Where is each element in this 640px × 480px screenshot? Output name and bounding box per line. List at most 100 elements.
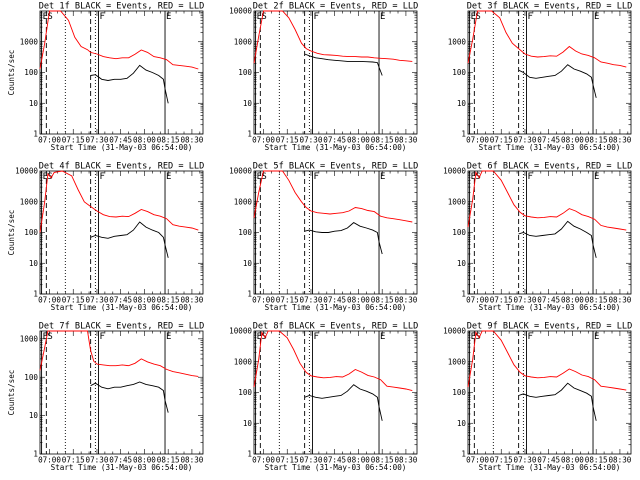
y-tick-label: 100 bbox=[238, 68, 252, 77]
x-tick-label: 07:45 bbox=[323, 296, 346, 305]
x-tick-label: 07:45 bbox=[537, 296, 560, 305]
x-tick-label: 08:15 bbox=[585, 136, 608, 145]
x-axis-label: Start Time (31-May-03 06:54:00) bbox=[265, 143, 407, 152]
x-tick-label: 08:00 bbox=[133, 456, 156, 465]
region-label: S bbox=[261, 172, 266, 182]
region-label: E bbox=[471, 12, 476, 22]
region-label: F bbox=[314, 12, 319, 22]
y-tick-label: 10000 bbox=[229, 7, 252, 16]
x-tick-label: 07:30 bbox=[514, 136, 537, 145]
y-tick-label: 10000 bbox=[229, 327, 252, 336]
x-tick-label: 08:15 bbox=[371, 456, 394, 465]
x-tick-label: 07:00 bbox=[252, 296, 275, 305]
series-events bbox=[518, 220, 597, 258]
region-label: F bbox=[528, 332, 533, 342]
series-lld bbox=[39, 10, 199, 70]
region-label: F bbox=[528, 12, 533, 22]
plot-frame bbox=[39, 10, 204, 135]
panel-det-1: Det 1f BLACK = Events, RED = LLD 1 10 100 10… bbox=[7, 2, 204, 153]
region-label: E bbox=[594, 332, 599, 342]
plot-frame bbox=[467, 330, 632, 455]
plot-frame bbox=[467, 10, 632, 135]
region-label: E bbox=[43, 332, 48, 342]
x-tick-label: 08:15 bbox=[585, 456, 608, 465]
plot-frame bbox=[253, 10, 418, 135]
y-tick-label: 1000 bbox=[20, 334, 39, 343]
y-tick-label: 1 bbox=[461, 290, 466, 299]
y-tick-label: 1 bbox=[33, 290, 38, 299]
y-tick-label: 100 bbox=[452, 68, 466, 77]
region-label: S bbox=[475, 172, 480, 182]
region-label: S bbox=[475, 12, 480, 22]
y-tick-label: 10000 bbox=[443, 167, 466, 176]
series-lld bbox=[253, 10, 413, 64]
y-tick-label: 100 bbox=[452, 228, 466, 237]
plot-frame bbox=[253, 170, 418, 295]
y-tick-label: 1000 bbox=[448, 357, 467, 366]
x-axis-label: Start Time (31-May-03 06:54:00) bbox=[479, 303, 621, 312]
x-tick-label: 07:45 bbox=[109, 456, 132, 465]
series-events bbox=[304, 53, 383, 76]
x-axis-label: Start Time (31-May-03 06:54:00) bbox=[265, 463, 407, 472]
x-tick-label: 08:30 bbox=[180, 136, 203, 145]
x-tick-label: 07:30 bbox=[86, 136, 109, 145]
y-tick-label: 10000 bbox=[443, 327, 466, 336]
region-label: E bbox=[166, 172, 171, 182]
x-tick-label: 07:00 bbox=[466, 136, 489, 145]
series-events bbox=[304, 222, 383, 255]
x-tick-label: 07:15 bbox=[62, 456, 85, 465]
y-tick-label: 10000 bbox=[229, 167, 252, 176]
y-tick-label: 1000 bbox=[234, 357, 253, 366]
y-tick-label: 10 bbox=[29, 259, 39, 268]
plot-frame bbox=[253, 330, 418, 455]
series-events bbox=[304, 384, 383, 421]
region-label: E bbox=[166, 332, 171, 342]
region-label: F bbox=[100, 172, 105, 182]
x-tick-label: 08:15 bbox=[371, 296, 394, 305]
panel-title: Det 2f BLACK = Events, RED = LLD bbox=[253, 2, 419, 12]
y-axis-label: Counts/sec bbox=[7, 210, 16, 256]
region-label: E bbox=[257, 12, 262, 22]
x-tick-label: 07:15 bbox=[490, 456, 513, 465]
region-label: S bbox=[261, 332, 266, 342]
region-label: E bbox=[380, 12, 385, 22]
x-axis-label: Start Time (31-May-03 06:54:00) bbox=[265, 303, 407, 312]
y-tick-label: 10 bbox=[457, 99, 467, 108]
x-tick-label: 07:45 bbox=[537, 136, 560, 145]
series-events bbox=[90, 381, 169, 413]
y-tick-label: 100 bbox=[24, 228, 38, 237]
region-label: E bbox=[594, 12, 599, 22]
series-lld bbox=[467, 330, 627, 391]
y-tick-label: 10 bbox=[243, 99, 253, 108]
x-tick-label: 07:15 bbox=[62, 136, 85, 145]
x-tick-label: 07:45 bbox=[323, 456, 346, 465]
x-tick-label: 07:00 bbox=[38, 456, 61, 465]
y-tick-label: 1 bbox=[247, 290, 252, 299]
region-label: F bbox=[100, 12, 105, 22]
x-tick-label: 07:00 bbox=[38, 296, 61, 305]
x-tick-label: 07:00 bbox=[252, 456, 275, 465]
x-tick-label: 08:00 bbox=[347, 136, 370, 145]
y-tick-label: 1000 bbox=[448, 37, 467, 46]
x-tick-label: 07:15 bbox=[490, 296, 513, 305]
x-tick-label: 08:15 bbox=[157, 296, 180, 305]
x-tick-label: 08:00 bbox=[561, 136, 584, 145]
x-tick-label: 07:00 bbox=[252, 136, 275, 145]
x-tick-label: 07:30 bbox=[300, 296, 323, 305]
y-tick-label: 10 bbox=[29, 411, 39, 420]
y-tick-label: 1 bbox=[33, 130, 38, 139]
y-tick-label: 100 bbox=[238, 388, 252, 397]
x-tick-label: 08:30 bbox=[608, 296, 631, 305]
panel-title: Det 5f BLACK = Events, RED = LLD bbox=[253, 162, 419, 172]
x-tick-label: 07:45 bbox=[323, 136, 346, 145]
region-label: S bbox=[47, 332, 52, 342]
region-label: S bbox=[47, 12, 52, 22]
panel-title: Det 3f BLACK = Events, RED = LLD bbox=[467, 2, 633, 12]
y-tick-label: 1000 bbox=[448, 197, 467, 206]
y-tick-label: 1000 bbox=[20, 37, 39, 46]
region-label: E bbox=[166, 12, 171, 22]
series-events bbox=[518, 64, 597, 98]
panel-title: Det 9f BLACK = Events, RED = LLD bbox=[467, 322, 633, 332]
region-label: S bbox=[261, 12, 266, 22]
region-label: E bbox=[257, 172, 262, 182]
